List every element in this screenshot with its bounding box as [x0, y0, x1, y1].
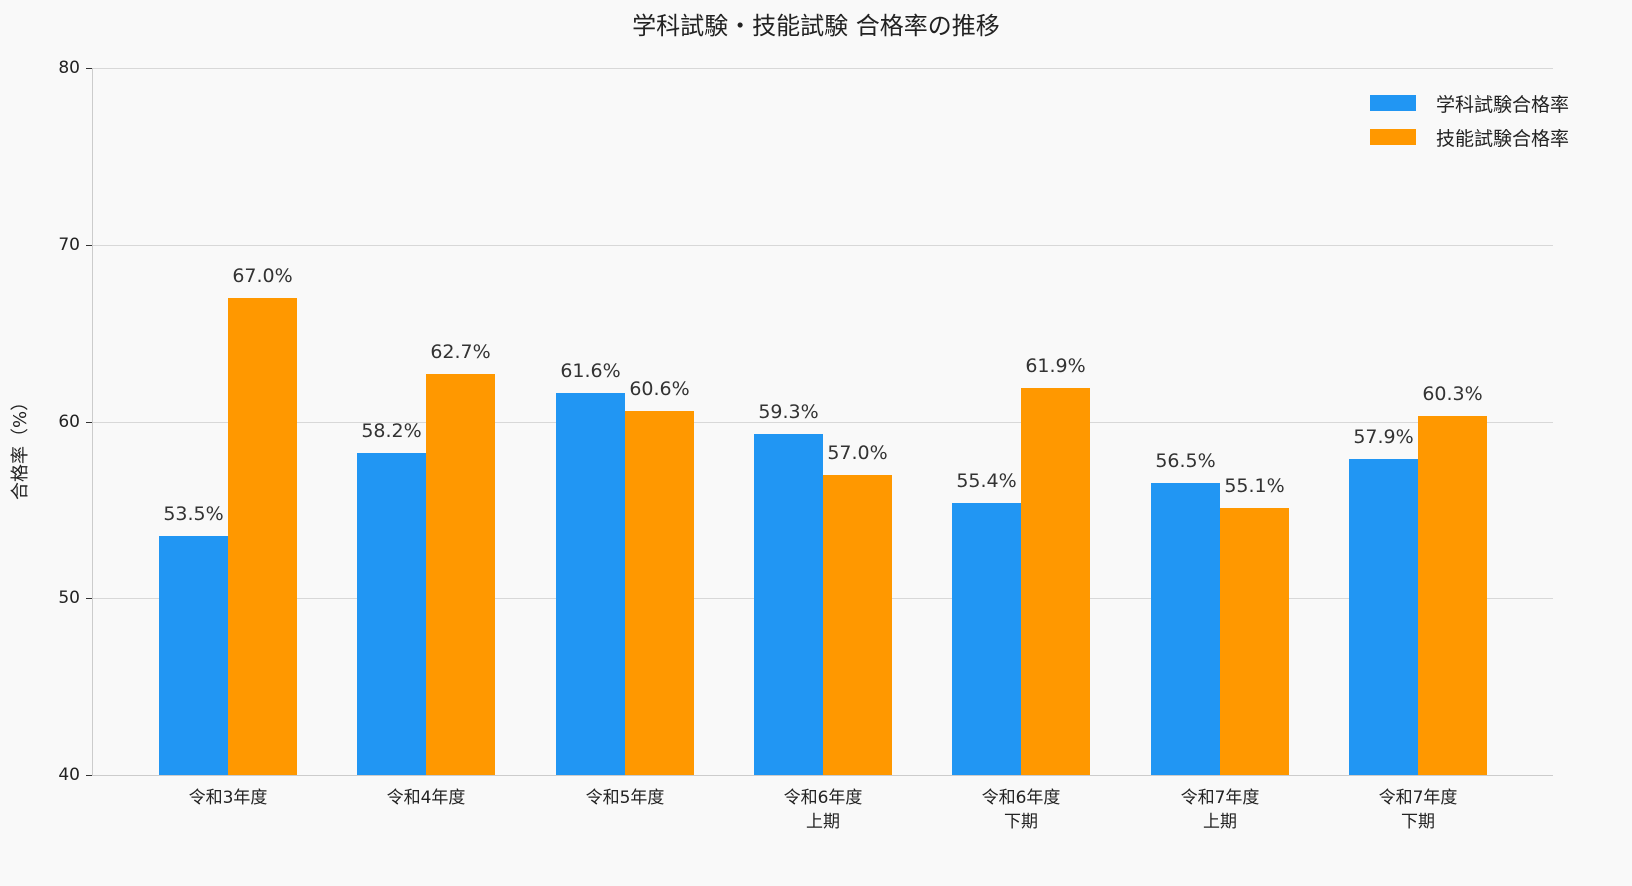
- y-axis-title: 合格率（%）: [10, 392, 31, 500]
- bar-value-label: 55.1%: [1224, 475, 1285, 498]
- y-tick-mark: [86, 68, 92, 69]
- legend-item-practical: 技能試験合格率: [1370, 120, 1569, 154]
- x-tick-label-line2: 上期: [806, 812, 840, 832]
- bar-written: [159, 536, 228, 775]
- x-tick-label: 令和3年度: [158, 786, 298, 810]
- legend-label: 技能試験合格率: [1436, 127, 1570, 150]
- bar-practical: [625, 410, 694, 775]
- x-tick-label: 令和4年度: [356, 786, 496, 810]
- bar-practical: [228, 297, 297, 775]
- x-tick-label-line1: 令和3年度: [188, 788, 268, 808]
- bar-value-label: 57.9%: [1353, 425, 1414, 448]
- bar-practical: [823, 474, 892, 775]
- legend-item-written: 学科試験合格率: [1370, 86, 1569, 120]
- y-tick-label: 70: [58, 235, 80, 255]
- x-tick-label: 令和6年度上期: [753, 786, 893, 834]
- bar-value-label: 61.6%: [560, 360, 621, 383]
- gridline-70: [92, 245, 1553, 246]
- x-tick-label-line1: 令和7年度: [1378, 788, 1458, 808]
- legend-swatch-blue: [1370, 95, 1416, 111]
- bar-written: [952, 502, 1021, 775]
- bar-practical: [1220, 508, 1289, 775]
- y-tick-mark: [86, 775, 92, 776]
- legend-label: 学科試験合格率: [1436, 93, 1570, 116]
- bar-value-label: 67.0%: [232, 264, 293, 287]
- bar-written: [556, 393, 625, 775]
- bar-value-label: 58.2%: [361, 420, 422, 443]
- gridline-60: [92, 422, 1553, 423]
- y-tick-label: 50: [58, 588, 80, 608]
- x-tick-label: 令和7年度下期: [1348, 786, 1488, 834]
- y-tick-label: 40: [58, 765, 80, 785]
- bar-value-label: 62.7%: [430, 340, 491, 363]
- y-axis-line: [92, 68, 93, 775]
- y-tick-mark: [86, 245, 92, 246]
- bar-value-label: 59.3%: [758, 400, 819, 423]
- bar-written: [357, 453, 426, 775]
- chart-title: 学科試験・技能試験 合格率の推移: [632, 12, 1000, 40]
- y-tick-label: 60: [58, 412, 80, 432]
- bar-value-label: 56.5%: [1155, 450, 1216, 473]
- y-tick-mark: [86, 422, 92, 423]
- y-tick-mark: [86, 598, 92, 599]
- bar-value-label: 53.5%: [163, 503, 224, 526]
- x-tick-label: 令和6年度下期: [951, 786, 1091, 834]
- x-tick-label-line1: 令和4年度: [386, 788, 466, 808]
- x-axis-line: [92, 775, 1553, 776]
- bar-value-label: 61.9%: [1025, 354, 1086, 377]
- x-tick-label-line1: 令和7年度: [1180, 788, 1260, 808]
- legend: 学科試験合格率 技能試験合格率: [1370, 86, 1569, 154]
- x-tick-label-line2: 下期: [1004, 812, 1038, 832]
- legend-swatch-orange: [1370, 129, 1416, 145]
- x-tick-label-line1: 令和6年度: [981, 788, 1061, 808]
- x-tick-label-line2: 下期: [1401, 812, 1435, 832]
- bar-value-label: 60.6%: [629, 377, 690, 400]
- gridline-80: [92, 68, 1553, 69]
- bar-practical: [426, 373, 495, 775]
- y-tick-label: 80: [58, 58, 80, 78]
- bar-value-label: 60.3%: [1422, 383, 1483, 406]
- bar-written: [1151, 483, 1220, 775]
- x-tick-label-line2: 上期: [1203, 812, 1237, 832]
- bar-value-label: 55.4%: [956, 469, 1017, 492]
- bar-written: [754, 433, 823, 775]
- x-tick-label-line1: 令和6年度: [783, 788, 863, 808]
- x-tick-label: 令和5年度: [555, 786, 695, 810]
- x-tick-label: 令和7年度上期: [1150, 786, 1290, 834]
- bar-practical: [1021, 387, 1090, 775]
- bar-written: [1349, 458, 1418, 775]
- bar-value-label: 57.0%: [827, 441, 888, 464]
- x-tick-label-line1: 令和5年度: [585, 788, 665, 808]
- bar-practical: [1418, 416, 1487, 775]
